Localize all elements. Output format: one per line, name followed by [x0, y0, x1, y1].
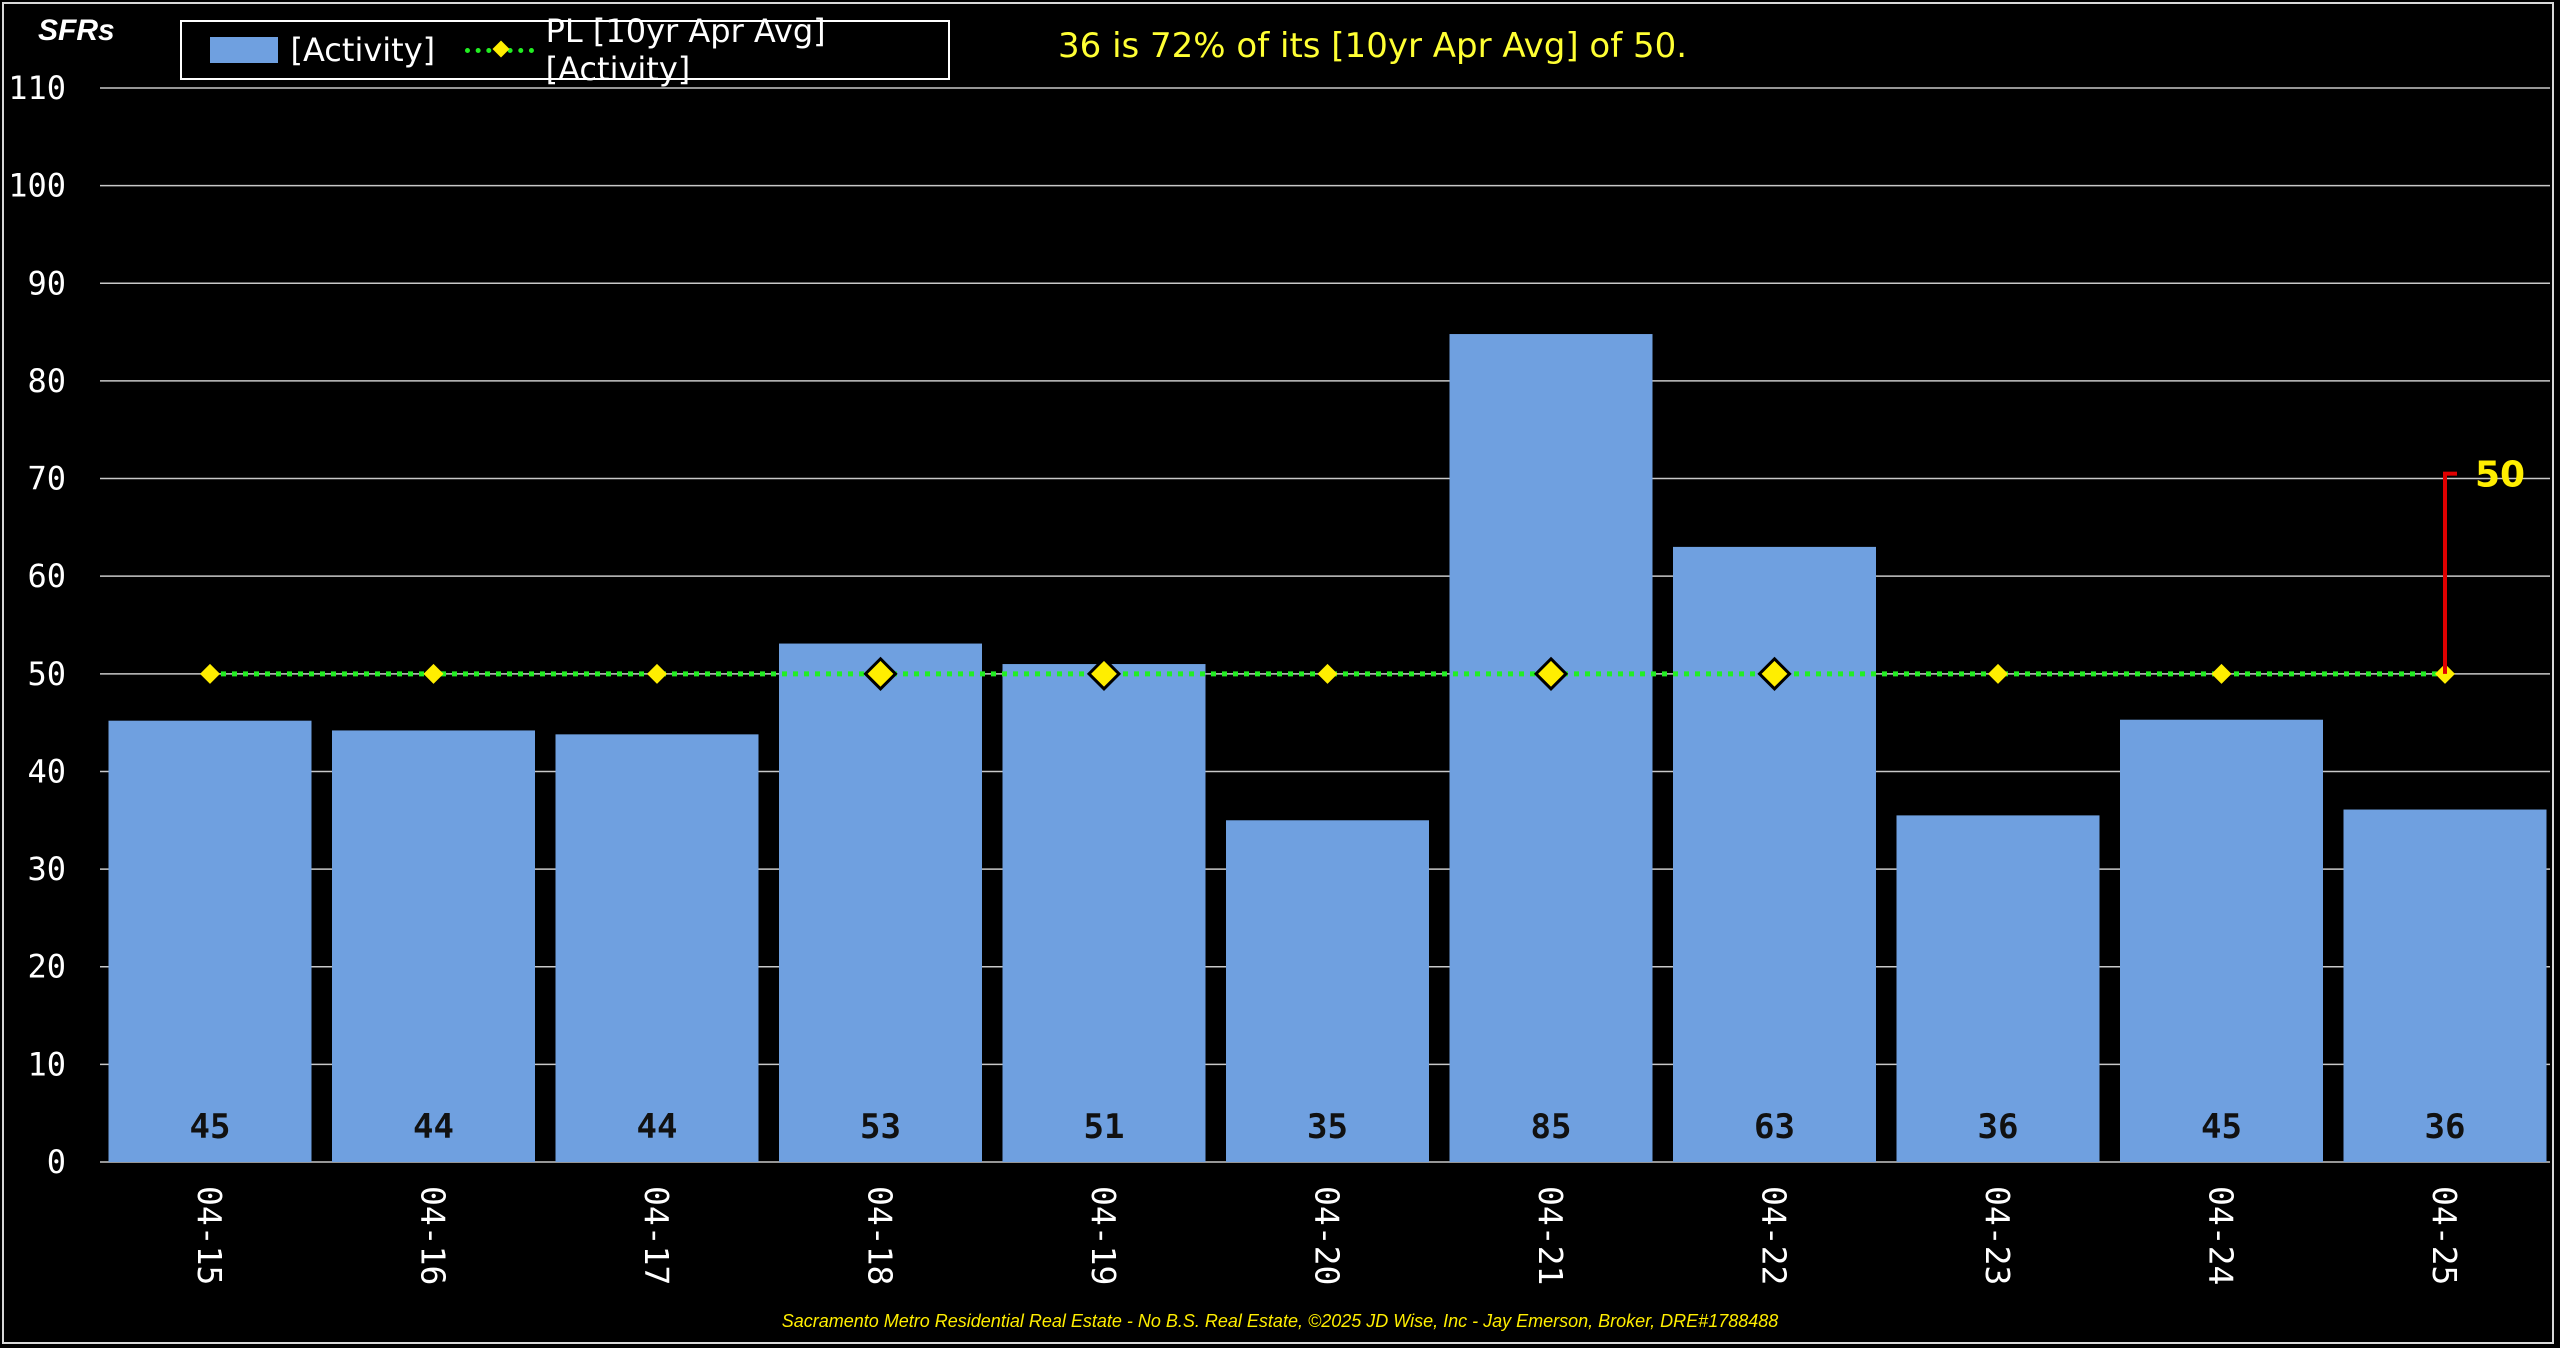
average-marker: [647, 663, 667, 684]
bar: [1673, 546, 1876, 1162]
legend-line-swatch: [465, 37, 534, 63]
x-tick-label: 04-19: [1084, 1186, 1123, 1285]
average-marker: [1317, 663, 1338, 684]
y-tick-label: 0: [47, 1143, 66, 1181]
bar-value-label: 63: [1754, 1107, 1795, 1147]
y-tick-label: 30: [27, 850, 66, 888]
bar: [108, 720, 312, 1162]
y-tick-label: 70: [27, 460, 66, 498]
x-tick-label: 04-21: [1531, 1186, 1570, 1285]
bars: [108, 334, 2547, 1162]
callout-label: 50: [2475, 455, 2525, 496]
x-axis-labels: 04-15 04-16 04-17 04-18 04-19 04-20 04-21 04-22…: [190, 1186, 2464, 1285]
x-tick-label: 04-18: [861, 1186, 900, 1285]
legend-bar-label: [Activity]: [290, 31, 436, 69]
footer-credit: Sacramento Metro Residential Real Estate…: [781, 1311, 1779, 1331]
x-tick-label: 04-25: [2425, 1186, 2464, 1285]
x-tick-label: 04-16: [414, 1186, 453, 1285]
x-tick-label: 04-20: [1308, 1186, 1347, 1285]
x-tick-label: 04-15: [190, 1186, 229, 1285]
bar-value-label: 45: [2201, 1107, 2242, 1147]
y-tick-label: 40: [27, 752, 66, 790]
y-tick-label: 110: [8, 69, 66, 107]
y-tick-label: 80: [27, 362, 66, 400]
bar: [1449, 334, 1653, 1162]
bar-value-label: 44: [413, 1107, 454, 1147]
bar: [2120, 719, 2323, 1162]
average-marker: [1757, 656, 1792, 691]
y-tick-label: 90: [27, 264, 66, 302]
y-axis-ticks: 0 10 20 30 40 50 60 70 80 90 100 110: [8, 69, 66, 1181]
average-marker: [1533, 656, 1569, 691]
bar: [1226, 820, 1429, 1162]
bar-value-label: 35: [1307, 1107, 1348, 1147]
legend-line-label: PL [10yr Apr Avg] [Activity]: [545, 12, 826, 88]
y-axis-unit-label: SFRs: [38, 14, 115, 47]
bar-value-label: 53: [860, 1107, 901, 1147]
x-tick-label: 04-17: [637, 1186, 676, 1285]
bar: [2343, 809, 2547, 1162]
bar-value-label: 44: [637, 1107, 678, 1147]
legend: [Activity] PL [10yr Apr Avg] [Activity]: [180, 12, 950, 88]
y-tick-label: 20: [27, 948, 66, 986]
bar-value-label: 36: [1978, 1107, 2019, 1147]
y-tick-label: 100: [8, 167, 66, 205]
x-tick-label: 04-22: [1755, 1186, 1794, 1285]
bar: [779, 643, 982, 1162]
average-marker: [1086, 656, 1122, 691]
average-marker: [2211, 663, 2232, 684]
bar-value-label: 45: [190, 1107, 231, 1147]
y-tick-label: 60: [27, 557, 66, 595]
bar-value-labels: 45 44 44 53 51 35 85 63 36 45 36: [190, 1107, 2466, 1147]
callout: 50: [2443, 455, 2525, 674]
average-marker: [863, 656, 898, 691]
y-tick-label: 50: [27, 655, 66, 693]
x-tick-label: 04-24: [2202, 1186, 2241, 1285]
bar-value-label: 85: [1531, 1107, 1572, 1147]
average-marker: [1988, 663, 2008, 684]
average-marker: [200, 663, 220, 684]
bar-value-label: 36: [2425, 1107, 2466, 1147]
average-marker: [423, 663, 444, 684]
bar: [1002, 664, 1206, 1162]
bar: [332, 730, 535, 1162]
y-tick-label: 10: [27, 1045, 66, 1083]
bar-value-label: 51: [1084, 1107, 1125, 1147]
legend-bar-swatch: [210, 37, 279, 63]
summary-annotation: 36 is 72% of its [10yr Apr Avg] of 50.: [1058, 26, 1688, 66]
bar: [555, 734, 759, 1162]
average-markers: [200, 656, 2455, 691]
bar: [1896, 815, 2100, 1162]
x-tick-label: 04-23: [1978, 1186, 2017, 1285]
